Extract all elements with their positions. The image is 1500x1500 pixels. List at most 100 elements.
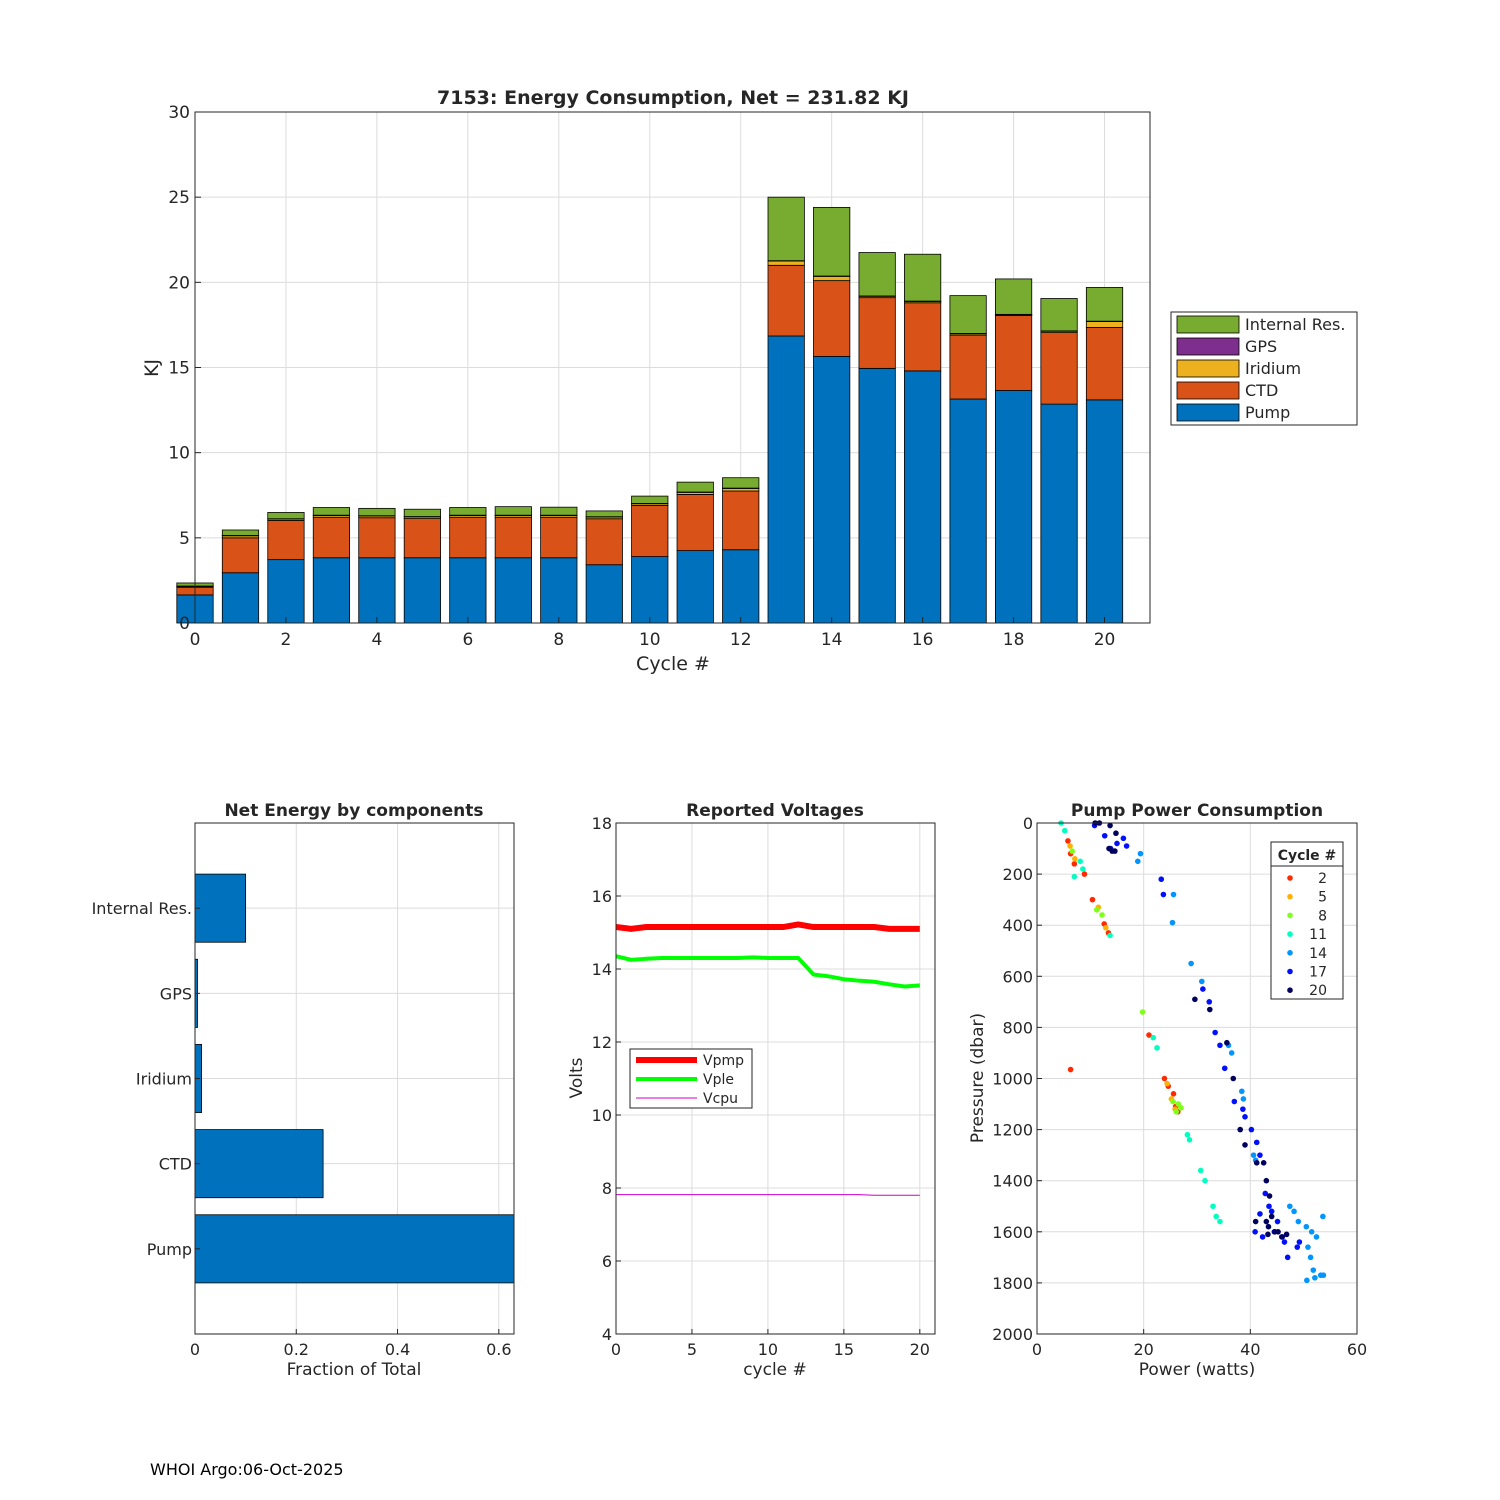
pump-xtick-label: 20 xyxy=(1133,1340,1153,1359)
fraction-ytick-label: CTD xyxy=(159,1155,192,1174)
energy-legend-label: Pump xyxy=(1245,403,1290,422)
energy-legend-label: Internal Res. xyxy=(1245,315,1345,334)
pump-point-cycle-2 xyxy=(1089,896,1096,903)
fraction-xlabel: Fraction of Total xyxy=(287,1360,422,1380)
pump-ytick-label: 600 xyxy=(1002,967,1033,986)
pump-point-cycle-11 xyxy=(1150,1034,1157,1041)
voltage-line-vcpu xyxy=(616,1194,920,1196)
energy-bar-ctd-cycle-6 xyxy=(449,516,487,559)
pump-title: Pump Power Consumption xyxy=(1071,801,1323,821)
pump-point-cycle-17 xyxy=(1158,876,1165,883)
energy-bar-ctd-cycle-10 xyxy=(631,505,669,557)
energy-bar-ctd-cycle-20 xyxy=(1085,327,1124,401)
voltage-axes-box xyxy=(615,822,936,1335)
pump-point-cycle-14 xyxy=(1307,1254,1314,1261)
pump-point-cycle-17 xyxy=(1253,1139,1260,1146)
pump-xlabel: Power (watts) xyxy=(1139,1360,1256,1380)
energy-legend-swatch xyxy=(1176,315,1240,334)
energy-bar-pump-cycle-17 xyxy=(949,398,987,624)
pump-point-cycle-14 xyxy=(1304,1277,1310,1284)
fraction-ytick-label: Iridium xyxy=(136,1070,192,1089)
pump-legend: Cycle # 2 5 8 11 14 17 20 xyxy=(1270,841,1344,1000)
energy-bar-pump-cycle-6 xyxy=(449,557,487,624)
energy-xtick-label: 0 xyxy=(190,630,201,650)
energy-bar-ctd-cycle-9 xyxy=(585,518,623,566)
voltage-xtick-label: 10 xyxy=(758,1340,778,1359)
energy-bar-pump-cycle-19 xyxy=(1040,403,1078,624)
energy-xtick-label: 18 xyxy=(1003,630,1025,650)
pump-point-cycle-17 xyxy=(1206,999,1213,1005)
energy-xtick-label: 4 xyxy=(371,630,382,650)
pump-legend-marker xyxy=(1287,875,1293,881)
energy-bar-pump-cycle-11 xyxy=(676,550,714,624)
pump-point-cycle-14 xyxy=(1308,1229,1315,1235)
energy-bar-internal-res--cycle-4 xyxy=(358,507,396,517)
energy-bar-ctd-cycle-8 xyxy=(540,516,578,559)
fraction-bar-ctd xyxy=(194,1129,324,1199)
pump-point-cycle-17 xyxy=(1257,1152,1263,1158)
energy-legend-swatch xyxy=(1176,359,1240,378)
energy-ytick-label: 15 xyxy=(168,359,190,379)
energy-bar-ctd-cycle-5 xyxy=(403,518,441,559)
pump-point-cycle-17 xyxy=(1274,1218,1281,1225)
energy-bar-pump-cycle-14 xyxy=(813,356,851,624)
pump-point-cycle-11 xyxy=(1080,866,1086,872)
pump-point-cycle-11 xyxy=(1197,1167,1204,1174)
energy-xlabel: Cycle # xyxy=(636,653,710,675)
pump-point-cycle-5 xyxy=(1164,1080,1170,1087)
voltage-legend-items: Vpmp Vple Vcpu xyxy=(636,1053,744,1107)
energy-bar-internal-res--cycle-3 xyxy=(312,507,351,516)
energy-bar-internal-res--cycle-17 xyxy=(949,295,987,334)
pump-point-cycle-14 xyxy=(1295,1218,1302,1225)
pump-legend-label: 14 xyxy=(1309,946,1327,962)
energy-bar-iridium-cycle-13 xyxy=(767,260,805,266)
energy-bar-pump-cycle-8 xyxy=(540,557,578,624)
energy-bar-ctd-cycle-2 xyxy=(267,520,305,561)
energy-bar-internal-res--cycle-10 xyxy=(631,495,669,504)
energy-bar-ctd-cycle-12 xyxy=(722,490,760,551)
pump-legend-label: 11 xyxy=(1309,927,1327,943)
pump-point-cycle-14 xyxy=(1240,1096,1247,1102)
pump-point-cycle-14 xyxy=(1320,1272,1327,1279)
energy-legend: Internal Res. GPS Iridium CTD Pump xyxy=(1170,311,1358,426)
pump-legend-marker xyxy=(1287,968,1293,975)
pump-point-cycle-17 xyxy=(1242,1114,1248,1120)
voltage-ytick-label: 14 xyxy=(592,960,612,979)
energy-xtick-label: 8 xyxy=(553,630,564,650)
fraction-xtick-label: 0 xyxy=(190,1340,200,1359)
pump-ytick-label: 2000 xyxy=(992,1325,1033,1344)
fraction-bar-pump xyxy=(194,1214,515,1284)
energy-bar-iridium-cycle-20 xyxy=(1085,321,1124,328)
pump-ytick-label: 1400 xyxy=(992,1172,1033,1191)
pump-point-cycle-14 xyxy=(1287,1203,1293,1210)
pump-point-cycle-17 xyxy=(1262,1190,1269,1197)
pump-legend-box xyxy=(1270,841,1344,1000)
pump-point-cycle-17 xyxy=(1240,1106,1246,1112)
pump-point-cycle-17 xyxy=(1231,1098,1238,1105)
energy-ylabel: KJ xyxy=(141,359,163,377)
pump-point-cycle-17 xyxy=(1257,1211,1263,1217)
pump-xtick-label: 40 xyxy=(1240,1340,1260,1359)
pump-point-cycle-11 xyxy=(1061,827,1068,834)
pump-point-cycle-17 xyxy=(1259,1234,1266,1240)
fraction-xtick-label: 0.2 xyxy=(284,1340,309,1359)
pump-point-cycle-8 xyxy=(1093,907,1100,913)
fraction-xtick-label: 0.4 xyxy=(385,1340,410,1359)
pump-point-cycle-20 xyxy=(1268,1213,1275,1220)
energy-ytick-label: 10 xyxy=(168,444,190,464)
energy-bar-pump-cycle-5 xyxy=(403,557,441,624)
pump-point-cycle-17 xyxy=(1284,1254,1291,1261)
energy-ytick-label: 0 xyxy=(179,614,190,634)
energy-bar-pump-cycle-1 xyxy=(221,572,260,624)
energy-legend-label: Iridium xyxy=(1245,359,1301,378)
pump-point-cycle-20 xyxy=(1283,1231,1290,1238)
pump-point-cycle-8 xyxy=(1178,1105,1184,1111)
pump-ytick-label: 400 xyxy=(1002,916,1033,935)
energy-bar-pump-cycle-16 xyxy=(904,370,942,624)
pump-point-cycle-14 xyxy=(1312,1274,1318,1281)
pump-ytick-label: 800 xyxy=(1002,1018,1033,1037)
energy-legend-swatch xyxy=(1176,381,1240,400)
pump-point-cycle-2 xyxy=(1065,838,1071,844)
pump-point-cycle-2 xyxy=(1081,871,1088,877)
energy-bars xyxy=(176,196,1124,624)
